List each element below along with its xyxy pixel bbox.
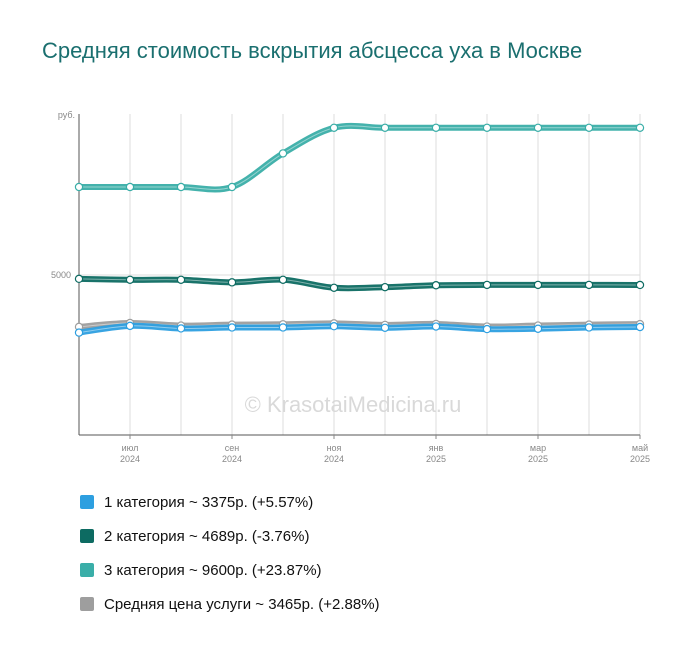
series-2-point <box>74 274 84 284</box>
x-tick-year-label: 2025 <box>426 454 446 464</box>
x-tick-month-label: май <box>632 443 648 453</box>
y-axis-unit-label: руб. <box>58 110 75 120</box>
series-4-point <box>278 323 288 332</box>
series-1-point <box>533 123 543 133</box>
x-tick-year-label: 2024 <box>324 454 344 464</box>
series-1-point <box>431 123 441 133</box>
series-1-point <box>176 182 186 192</box>
series-1-line-highlight <box>78 125 640 190</box>
series-2-point <box>584 280 594 290</box>
series-1-point <box>635 123 645 133</box>
series-4-point <box>635 322 645 332</box>
legend-item-cat2[interactable]: 2 категория ~ 4689р. (-3.76%) <box>80 519 380 553</box>
x-tick-year-label: 2024 <box>222 454 242 464</box>
series-2-point <box>227 278 237 287</box>
series-4-point <box>329 322 339 331</box>
series-2-point <box>125 275 135 284</box>
x-tick-year-label: 2025 <box>630 454 650 464</box>
series-4-point <box>431 322 441 331</box>
series-4-line-highlight <box>78 325 641 334</box>
series-4-point <box>584 323 594 332</box>
series-group <box>74 122 645 337</box>
series-1-point <box>380 123 390 133</box>
legend-label: 1 категория ~ 3375р. (+5.57%) <box>104 493 314 511</box>
y-tick-label: 5000 <box>51 270 71 280</box>
series-2-point <box>431 281 441 290</box>
line-chart: © KrasotaiMedicina.ru руб.5000 июл2024се… <box>51 110 650 464</box>
legend-swatch <box>80 495 94 509</box>
x-tick-month-label: мар <box>530 443 546 453</box>
watermark: © KrasotaiMedicina.ru <box>245 392 462 417</box>
x-tick-month-label: сен <box>225 443 240 453</box>
series-4-point <box>176 324 186 333</box>
series-2-point <box>533 280 543 290</box>
series-1-point <box>584 123 594 133</box>
legend-label: 3 категория ~ 9600р. (+23.87%) <box>104 561 322 579</box>
legend-label: 2 категория ~ 4689р. (-3.76%) <box>104 527 310 545</box>
series-1-point <box>227 182 237 192</box>
series-4-point <box>227 323 237 332</box>
series-2-line-highlight <box>78 278 641 289</box>
series-4-point <box>380 323 390 332</box>
x-tick-year-label: 2024 <box>120 454 140 464</box>
series-1-point <box>329 123 339 133</box>
series-4-point <box>482 324 492 334</box>
grid <box>79 114 641 435</box>
axes: руб. 5000 <box>51 110 640 436</box>
legend-swatch <box>80 529 94 543</box>
series-4-point <box>74 328 84 337</box>
x-tick-month-label: янв <box>429 443 444 453</box>
series-1-point <box>278 149 288 158</box>
x-tick-year-label: 2025 <box>528 454 548 464</box>
series-2-point <box>278 275 288 284</box>
legend: 1 категория ~ 3375р. (+5.57%) 2 категори… <box>80 485 380 621</box>
legend-swatch <box>80 597 94 611</box>
legend-label: Средняя цена услуги ~ 3465р. (+2.88%) <box>104 595 380 613</box>
series-1-point <box>125 182 135 192</box>
series-2-point <box>635 280 645 290</box>
x-tick-month-label: ноя <box>327 443 342 453</box>
x-axis-labels: июл2024сен2024ноя2024янв2025мар2025май20… <box>120 435 650 464</box>
series-2-line <box>76 275 643 292</box>
series-2-point <box>329 283 339 292</box>
legend-item-average[interactable]: Средняя цена услуги ~ 3465р. (+2.88%) <box>80 587 380 621</box>
series-2-point <box>380 282 390 292</box>
series-2-point <box>176 275 186 284</box>
legend-item-cat3[interactable]: 3 категория ~ 9600р. (+23.87%) <box>80 553 380 587</box>
legend-swatch <box>80 563 94 577</box>
series-4-point <box>125 321 135 331</box>
series-1-line <box>76 122 643 193</box>
legend-item-cat1[interactable]: 1 категория ~ 3375р. (+5.57%) <box>80 485 380 519</box>
series-2-point <box>482 280 492 290</box>
series-4-line <box>76 322 643 336</box>
series-1-point <box>482 123 492 133</box>
x-tick-month-label: июл <box>122 443 139 453</box>
series-4-point <box>533 324 543 333</box>
chart-title: Средняя стоимость вскрытия абсцесса уха … <box>42 38 583 63</box>
series-1-point <box>74 182 84 192</box>
